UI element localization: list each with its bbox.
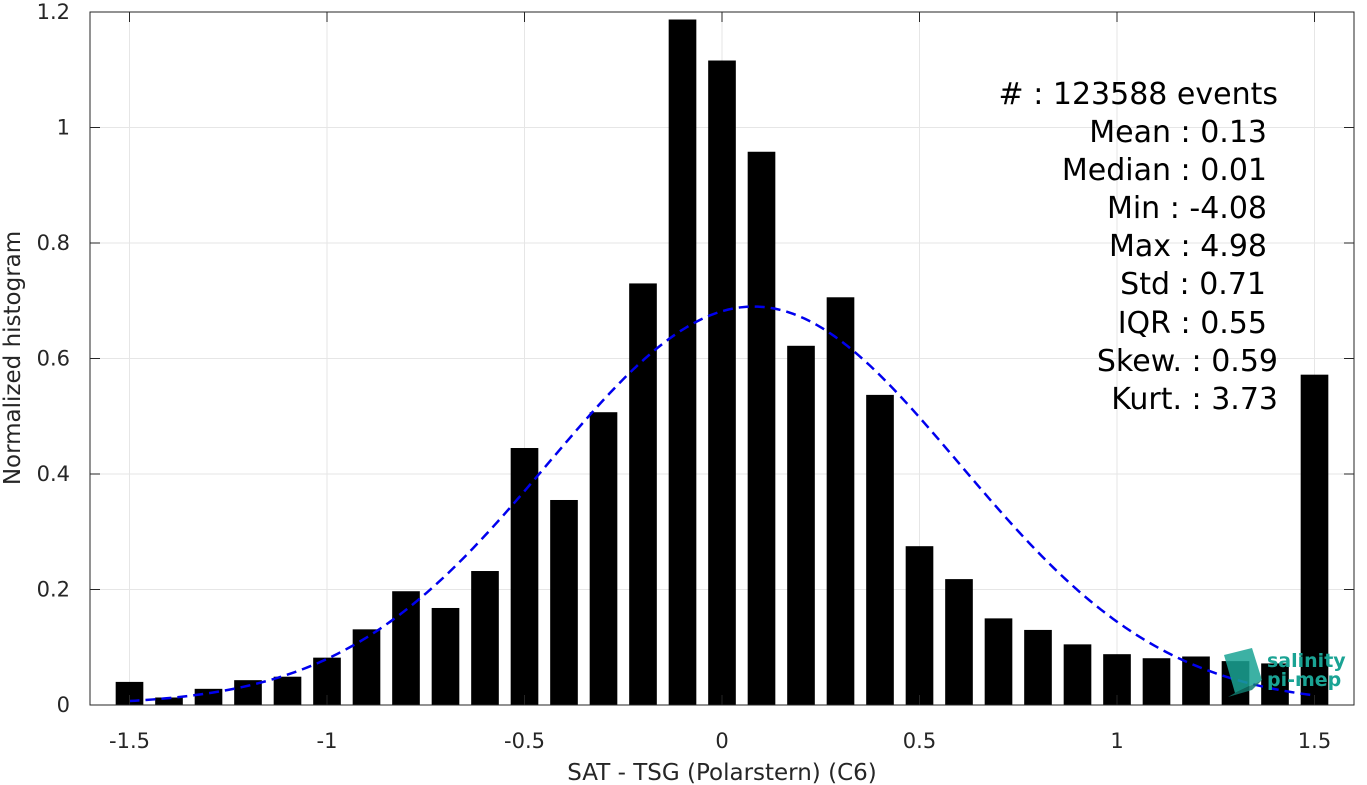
stat-kurt: Kurt. : 3.73 xyxy=(1111,382,1278,417)
y-tick-label-3: 0.6 xyxy=(37,347,70,371)
bar-10 xyxy=(510,448,539,705)
stat-median: Median : 0.01 xyxy=(1062,153,1267,188)
bar-19 xyxy=(866,394,894,705)
x-tick-label-5: 1 xyxy=(1110,729,1123,753)
stat-skew: Skew. : 0.59 xyxy=(1097,344,1278,379)
axis-ticks xyxy=(90,11,1354,706)
bar-27 xyxy=(1182,656,1210,705)
bar-16 xyxy=(747,151,776,705)
bar-17 xyxy=(787,345,815,705)
x-tick-label-6: 1.5 xyxy=(1298,729,1331,753)
bar-14 xyxy=(668,19,697,705)
logo-cube-shadow-icon xyxy=(1228,680,1262,697)
bar-30 xyxy=(1300,374,1329,705)
y-tick-label-6: 1.2 xyxy=(37,0,70,24)
bar-29 xyxy=(1261,663,1289,705)
salinity-pimep-logo: salinity pi-mep xyxy=(1224,648,1346,697)
x-tick-label-0: -1.5 xyxy=(109,729,150,753)
stat-std: Std : 0.71 xyxy=(1120,267,1266,302)
logo-cube-icon xyxy=(1224,648,1262,693)
bar-9 xyxy=(471,571,499,705)
bar-22 xyxy=(984,618,1013,705)
y-axis-label: Normalized histogram xyxy=(0,231,26,485)
bar-21 xyxy=(945,579,973,705)
bar-6 xyxy=(352,629,381,705)
bar-4 xyxy=(273,676,302,705)
x-tick-labels: -1.5 -1 -0.5 0 0.5 1 1.5 xyxy=(109,729,1331,753)
y-tick-labels: 0 0.2 0.4 0.6 0.8 1 1.2 xyxy=(37,0,70,717)
bar-12 xyxy=(589,412,618,705)
bar-24 xyxy=(1063,644,1092,705)
bar-11 xyxy=(550,499,578,705)
stat-min: Min : -4.08 xyxy=(1107,191,1267,226)
gaussian-fit-curve xyxy=(129,305,1315,703)
y-tick-label-0: 0 xyxy=(57,693,70,717)
x-tick-label-1: -1 xyxy=(317,729,338,753)
x-axis-label: SAT - TSG (Polarstern) (C6) xyxy=(567,760,876,785)
x-tick-label-4: 0.5 xyxy=(903,729,936,753)
bar-18 xyxy=(826,297,855,705)
logo-line2: pi-mep xyxy=(1267,669,1341,691)
logo-line1: salinity xyxy=(1267,650,1346,672)
stat-mean: Mean : 0.13 xyxy=(1089,115,1267,150)
y-tick-label-2: 0.4 xyxy=(37,462,70,486)
bar-13 xyxy=(629,283,657,705)
bar-8 xyxy=(431,607,460,705)
bar-15 xyxy=(708,60,736,705)
y-tick-label-5: 1 xyxy=(57,116,70,140)
bar-0 xyxy=(115,681,144,705)
bar-1 xyxy=(155,697,183,705)
bar-23 xyxy=(1024,629,1052,705)
bar-26 xyxy=(1142,658,1171,705)
stats-box: # : 123588 events Mean : 0.13 Median : 0… xyxy=(999,77,1278,417)
x-tick-label-3: 0 xyxy=(715,729,728,753)
y-tick-label-1: 0.2 xyxy=(37,578,70,602)
bar-20 xyxy=(905,546,934,705)
stat-count: # : 123588 events xyxy=(999,77,1278,112)
y-tick-label-4: 0.8 xyxy=(37,231,70,255)
x-tick-label-2: -0.5 xyxy=(504,729,545,753)
stat-max: Max : 4.98 xyxy=(1109,229,1267,264)
stat-iqr: IQR : 0.55 xyxy=(1118,306,1267,341)
